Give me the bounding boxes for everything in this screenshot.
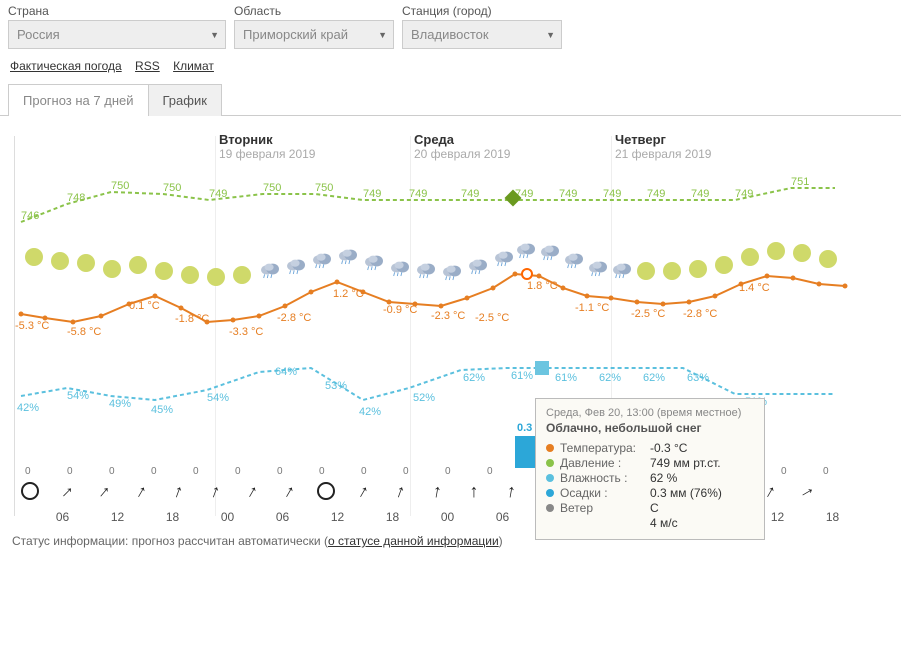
tooltip-row: Давление :749 мм рт.ст. bbox=[546, 456, 754, 470]
time-tick: 06 bbox=[255, 510, 310, 524]
sun-icon bbox=[819, 250, 837, 268]
tooltip-row: ВетерС bbox=[546, 501, 754, 515]
region-select[interactable]: Приморский край▼ bbox=[234, 20, 394, 49]
status-line: Статус информации: прогноз рассчитан авт… bbox=[0, 524, 901, 558]
sun-icon bbox=[233, 266, 251, 284]
time-tick: 00 bbox=[420, 510, 475, 524]
wind-arrow: ↑ bbox=[201, 479, 229, 506]
sun-icon bbox=[767, 242, 785, 260]
wind-arrow: ↑ bbox=[348, 478, 378, 507]
wind-arrow bbox=[19, 482, 41, 503]
time-tick: 18 bbox=[145, 510, 200, 524]
sun-icon bbox=[663, 262, 681, 280]
chevron-down-icon: ▼ bbox=[378, 30, 387, 40]
tooltip-title: Облачно, небольшой снег bbox=[546, 421, 754, 435]
link-climate[interactable]: Климат bbox=[173, 59, 214, 73]
cloud-icon bbox=[611, 260, 633, 274]
tooltip-row: Влажность :62 % bbox=[546, 471, 754, 485]
cloud-icon bbox=[563, 250, 585, 264]
cloud-icon bbox=[389, 258, 411, 272]
wind-arrow: ↑ bbox=[792, 478, 821, 508]
tooltip: Среда, Фев 20, 13:00 (время местное) Обл… bbox=[535, 398, 765, 540]
links-row: Фактическая погода RSS Климат bbox=[0, 53, 901, 79]
wind-arrow: ↑ bbox=[424, 480, 449, 505]
time-tick: 18 bbox=[365, 510, 420, 524]
country-select[interactable]: Россия▼ bbox=[8, 20, 226, 49]
sun-icon bbox=[25, 248, 43, 266]
tab-chart[interactable]: График bbox=[148, 84, 222, 116]
time-tick: 18 bbox=[805, 510, 860, 524]
cloud-icon bbox=[415, 260, 437, 274]
wind-arrow: ↑ bbox=[126, 478, 156, 507]
chevron-down-icon: ▼ bbox=[546, 30, 555, 40]
chevron-down-icon: ▼ bbox=[210, 30, 219, 40]
wind-arrow: ↑ bbox=[237, 478, 267, 507]
sun-icon bbox=[51, 252, 69, 270]
wind-arrow: ↑ bbox=[498, 480, 523, 505]
sun-icon bbox=[155, 262, 173, 280]
tabs: Прогноз на 7 дней График bbox=[0, 83, 901, 116]
chart-container: Вторник19 февраля 2019Среда20 февраля 20… bbox=[0, 116, 901, 524]
cloud-icon bbox=[363, 252, 385, 266]
sun-icon bbox=[103, 260, 121, 278]
station-label: Станция (город) bbox=[402, 4, 562, 18]
sun-icon bbox=[207, 268, 225, 286]
link-actual[interactable]: Фактическая погода bbox=[10, 59, 122, 73]
wind-arrow bbox=[315, 482, 337, 503]
sun-icon bbox=[77, 254, 95, 272]
cloud-icon bbox=[515, 240, 537, 254]
sun-icon bbox=[715, 256, 733, 274]
tab-forecast7[interactable]: Прогноз на 7 дней bbox=[8, 84, 149, 116]
weather-chart[interactable]: Вторник19 февраля 2019Среда20 февраля 20… bbox=[14, 136, 884, 516]
link-rss[interactable]: RSS bbox=[135, 59, 160, 73]
cloud-icon bbox=[337, 246, 359, 260]
wind-arrow: ↑ bbox=[463, 482, 485, 503]
tooltip-row: Температура:-0.3 °C bbox=[546, 441, 754, 455]
station-select[interactable]: Владивосток▼ bbox=[402, 20, 562, 49]
sun-icon bbox=[129, 256, 147, 274]
region-label: Область bbox=[234, 4, 394, 18]
precip-bar bbox=[515, 436, 537, 468]
cloud-icon bbox=[467, 256, 489, 270]
time-tick: 06 bbox=[35, 510, 90, 524]
sun-icon bbox=[181, 266, 199, 284]
wind-arrow: ↑ bbox=[274, 478, 304, 507]
cloud-icon bbox=[493, 248, 515, 262]
time-tick: 06 bbox=[475, 510, 530, 524]
country-label: Страна bbox=[8, 4, 226, 18]
sun-icon bbox=[689, 260, 707, 278]
cloud-icon bbox=[311, 250, 333, 264]
wind-arrow: ↑ bbox=[386, 479, 414, 506]
status-link[interactable]: о статусе данной информации bbox=[328, 534, 499, 548]
time-tick: 00 bbox=[200, 510, 255, 524]
temp-marker bbox=[521, 268, 533, 280]
time-tick: 12 bbox=[310, 510, 365, 524]
sun-icon bbox=[741, 248, 759, 266]
cloud-icon bbox=[259, 260, 281, 274]
time-tick: 12 bbox=[90, 510, 145, 524]
cloud-icon bbox=[539, 242, 561, 256]
cloud-icon bbox=[587, 258, 609, 272]
sun-icon bbox=[637, 262, 655, 280]
precip-value: 0.3 bbox=[517, 422, 532, 434]
filter-bar: Страна Россия▼ Область Приморский край▼ … bbox=[0, 0, 901, 53]
tooltip-row: 4 м/с bbox=[546, 516, 754, 530]
sun-icon bbox=[793, 244, 811, 262]
cloud-icon bbox=[441, 262, 463, 276]
wind-arrow: ↑ bbox=[164, 479, 192, 506]
tooltip-time: Среда, Фев 20, 13:00 (время местное) bbox=[546, 407, 754, 419]
humidity-marker bbox=[535, 361, 549, 375]
cloud-icon bbox=[285, 256, 307, 270]
tooltip-row: Осадки :0.3 мм (76%) bbox=[546, 486, 754, 500]
